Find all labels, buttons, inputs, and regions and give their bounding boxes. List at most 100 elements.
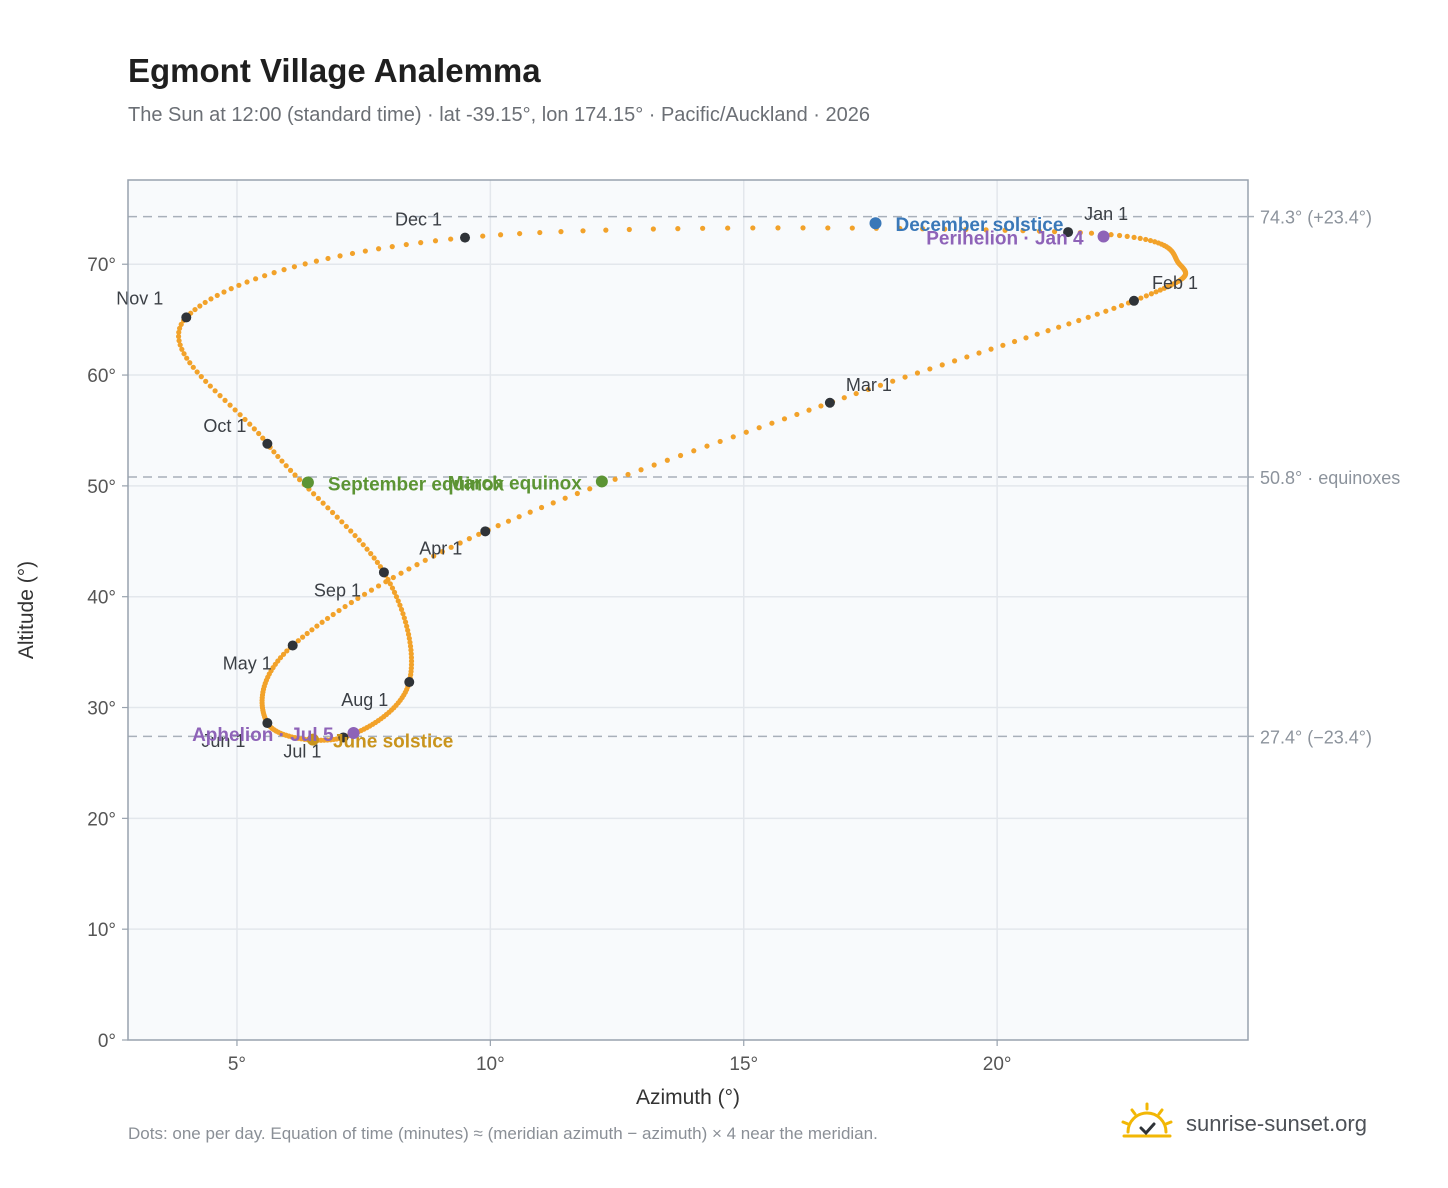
daily-position-dot	[877, 382, 884, 388]
month-marker-dot	[460, 232, 471, 243]
daily-position-dot	[315, 495, 321, 502]
daily-position-dot	[743, 429, 749, 435]
daily-position-dot	[181, 351, 187, 357]
daily-position-dot	[242, 416, 248, 423]
daily-position-dot	[391, 589, 398, 595]
daily-position-dot	[976, 350, 982, 356]
daily-position-dot	[466, 536, 472, 542]
daily-position-dot	[1076, 317, 1082, 324]
daily-position-dot	[1011, 338, 1018, 345]
daily-position-dot	[389, 244, 395, 250]
daily-position-dot	[287, 467, 294, 473]
daily-position-dot	[313, 258, 319, 264]
daily-position-dot	[408, 651, 414, 657]
daily-position-dot	[1143, 293, 1149, 299]
page-title: Egmont Village Analemma	[128, 52, 541, 89]
daily-position-dot	[558, 229, 564, 235]
event-marker-label: Perihelion · Jan 4	[926, 229, 1084, 250]
daily-position-dot	[309, 627, 315, 633]
daily-position-dot	[756, 425, 762, 431]
daily-position-dot	[800, 225, 806, 231]
daily-position-dot	[356, 537, 362, 543]
y-tick-label: 70°	[87, 255, 116, 276]
daily-position-dot	[1051, 229, 1058, 235]
daily-position-dot	[176, 338, 182, 344]
daily-position-dot	[1103, 308, 1109, 314]
daily-position-dot	[1153, 289, 1159, 295]
month-marker-label: May 1	[223, 653, 272, 673]
daily-position-dot	[176, 329, 182, 335]
daily-position-dot	[401, 615, 407, 621]
daily-position-dot	[562, 495, 568, 501]
daily-position-dot	[405, 631, 412, 637]
daily-position-dot	[691, 448, 697, 454]
daily-position-dot	[407, 639, 413, 645]
daily-position-dot	[197, 303, 203, 309]
daily-position-dot	[339, 519, 345, 525]
daily-position-dot	[395, 598, 401, 604]
daily-position-dot	[1131, 234, 1137, 240]
daily-position-dot	[325, 505, 331, 511]
daily-position-dot	[177, 342, 183, 348]
daily-position-dot	[849, 225, 855, 231]
daily-position-dot	[400, 611, 406, 617]
month-marker-label: Oct 1	[203, 416, 246, 436]
daily-position-dot	[1045, 328, 1051, 334]
daily-position-dot	[1138, 295, 1144, 301]
brand-link[interactable]: sunrise-sunset.org	[1186, 1111, 1367, 1136]
daily-position-dot	[348, 599, 354, 606]
x-tick-label: 20°	[983, 1054, 1012, 1075]
daily-position-dot	[214, 292, 220, 299]
y-tick-label: 60°	[87, 366, 116, 387]
grid-lines	[128, 180, 1248, 1040]
daily-position-dot	[227, 402, 233, 408]
daily-position-dot	[1085, 314, 1091, 320]
brand[interactable]: sunrise-sunset.org	[1120, 1102, 1367, 1146]
month-marker-label: Jun 1	[201, 731, 245, 751]
month-marker-dot	[404, 677, 415, 688]
daily-position-dot	[1036, 228, 1043, 234]
daily-position-dot	[398, 570, 404, 576]
daily-position-dot	[393, 594, 400, 600]
reference-line-label: 74.3° (+23.4°)	[1260, 208, 1372, 228]
daily-position-dot	[988, 346, 994, 352]
daily-position-dot	[1020, 228, 1026, 234]
daily-position-dot	[914, 370, 921, 376]
daily-position-dot	[495, 523, 501, 529]
daily-position-dot	[329, 509, 336, 516]
daily-position-dot	[319, 619, 325, 625]
daily-position-dot	[939, 362, 945, 368]
daily-position-dot	[942, 226, 948, 232]
daily-position-dot	[806, 407, 812, 413]
month-marker-dot	[1063, 227, 1074, 238]
axes: 5° 10° 15° 20° 0° 10° 20° 30° 40° 50° 60° 70°	[87, 255, 1011, 1075]
daily-position-dot	[516, 514, 522, 520]
daily-position-dot	[275, 453, 281, 460]
sun-logo-icon	[1121, 1102, 1173, 1138]
daily-position-dot	[580, 228, 586, 234]
daily-position-dot	[364, 546, 370, 552]
daily-position-dot	[1111, 305, 1117, 311]
daily-position-dot	[574, 490, 580, 497]
event-marker-label: Aphelion · Jul 5	[192, 725, 334, 746]
daily-position-dot	[247, 421, 253, 427]
daily-position-dot	[700, 225, 706, 231]
daily-position-dot	[431, 553, 437, 559]
daily-position-dot	[330, 611, 336, 618]
daily-position-dot	[717, 438, 723, 445]
daily-position-dot	[1002, 227, 1008, 233]
daily-position-dot	[612, 476, 618, 482]
page-subtitle: The Sun at 12:00 (standard time) · lat -…	[128, 104, 870, 126]
daily-position-dot	[1066, 321, 1072, 327]
daily-position-dot	[348, 528, 354, 534]
daily-position-dot	[1023, 335, 1029, 341]
event-marker-label: June solstice	[333, 732, 453, 753]
daily-position-dot	[325, 255, 331, 262]
daily-position-dot	[251, 426, 257, 432]
daily-position-dot	[385, 576, 391, 583]
daily-position-dot	[198, 374, 204, 380]
y-tick-label: 0°	[98, 1031, 116, 1052]
month-marker-label: Nov 1	[116, 288, 163, 308]
daily-position-dot	[1077, 230, 1083, 236]
daily-position-dot	[342, 603, 348, 610]
